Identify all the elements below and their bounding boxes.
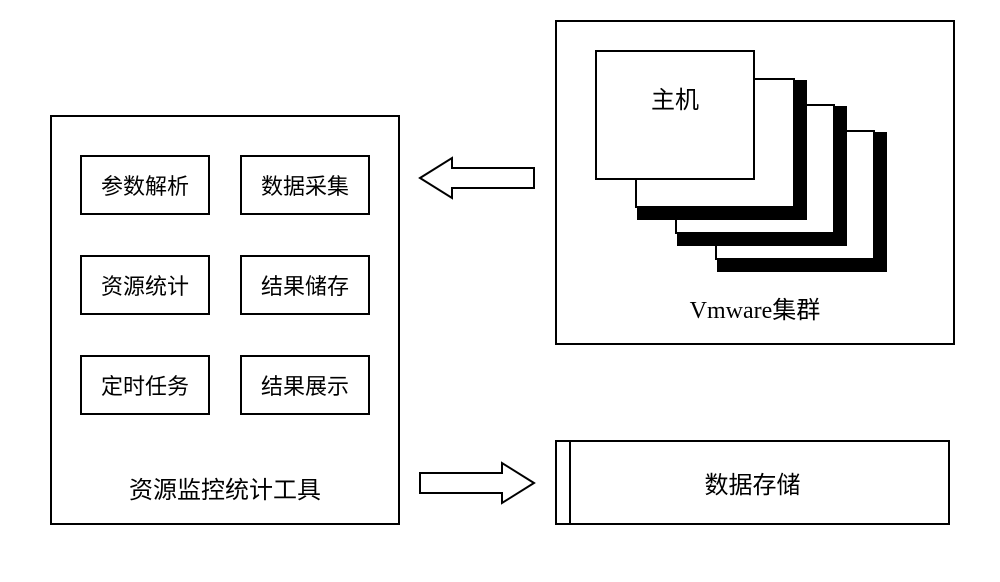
module-label: 定时任务 — [101, 369, 189, 401]
module-data-collect: 数据采集 — [240, 155, 370, 215]
module-timed-task: 定时任务 — [80, 355, 210, 415]
module-label: 结果展示 — [261, 369, 349, 401]
module-result-display: 结果展示 — [240, 355, 370, 415]
tool-box-label: 资源监控统计工具 — [52, 470, 398, 505]
host-box: 主机 — [595, 50, 755, 180]
module-resource-stats: 资源统计 — [80, 255, 210, 315]
cluster-box-label: Vmware集群 — [557, 290, 953, 325]
module-result-store: 结果储存 — [240, 255, 370, 315]
storage-box: 数据存储 — [555, 440, 950, 525]
storage-label: 数据存储 — [705, 465, 801, 500]
module-label: 参数解析 — [101, 169, 189, 201]
host-label: 主机 — [651, 80, 699, 115]
module-label: 数据采集 — [261, 169, 349, 201]
module-label: 结果储存 — [261, 269, 349, 301]
module-label: 资源统计 — [101, 269, 189, 301]
arrow-tool-to-storage — [418, 458, 536, 508]
module-param-parse: 参数解析 — [80, 155, 210, 215]
arrow-cluster-to-tool — [418, 153, 536, 203]
